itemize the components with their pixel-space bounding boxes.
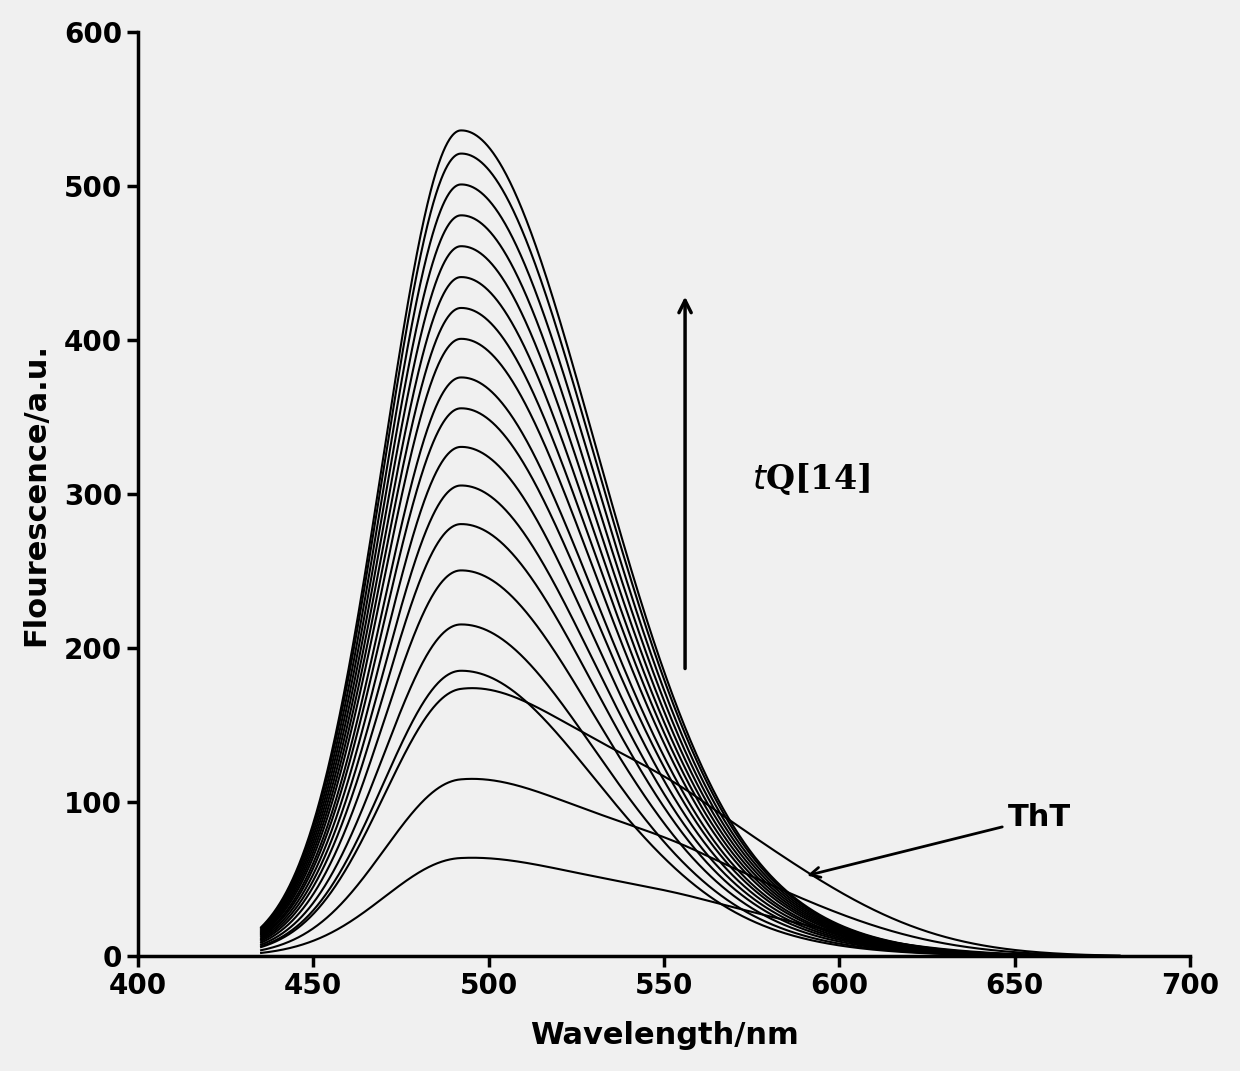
Text: $\it{t}$Q[14]: $\it{t}$Q[14]	[751, 461, 869, 497]
Y-axis label: Flourescence/a.u.: Flourescence/a.u.	[21, 343, 50, 646]
Text: ThT: ThT	[810, 803, 1071, 877]
X-axis label: Wavelength/nm: Wavelength/nm	[529, 1021, 799, 1051]
